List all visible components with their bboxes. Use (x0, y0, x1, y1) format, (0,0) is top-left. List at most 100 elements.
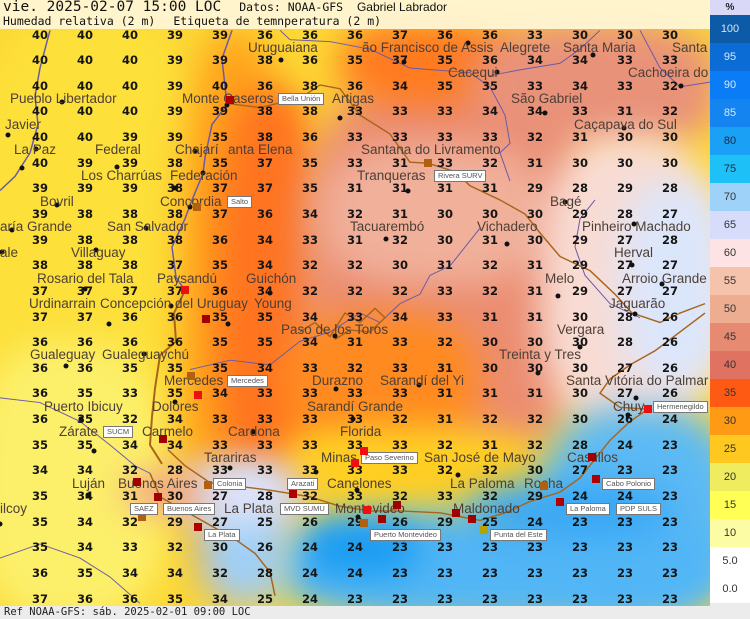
variable-label: Humedad relativa (2 m) (3, 14, 156, 28)
legend-swatch: 60 (710, 239, 750, 267)
temperature-label: 39 (76, 181, 94, 196)
temperature-label: 23 (481, 540, 499, 555)
temperature-label: 32 (436, 437, 454, 452)
station-marker-icon[interactable] (363, 506, 371, 515)
city-dot (143, 225, 149, 231)
temperature-label: 35 (211, 258, 229, 273)
station-marker-icon[interactable] (540, 481, 548, 490)
temperature-label: 38 (76, 258, 94, 273)
temperature-label: 40 (76, 27, 94, 42)
station-marker-icon[interactable] (468, 514, 476, 523)
station-marker-icon[interactable] (351, 458, 359, 467)
station-marker-icon[interactable] (133, 477, 141, 486)
temperature-label: 35 (256, 335, 274, 350)
temperature-label: 23 (436, 591, 454, 606)
temperature-label: 24 (526, 514, 544, 529)
labels-description: Etiqueta de temnperatura (2 m) (173, 14, 382, 28)
station-marker-icon[interactable] (480, 525, 488, 534)
temperature-label: 39 (166, 104, 184, 119)
station-marker-icon[interactable] (187, 372, 195, 381)
temperature-label: 23 (571, 591, 589, 606)
temperature-label: 33 (391, 360, 409, 375)
temperature-label: 29 (166, 514, 184, 529)
temperature-label: 35 (121, 360, 139, 375)
city-label: ilcoy (0, 501, 28, 517)
temperature-label: 24 (346, 540, 364, 555)
temperature-label: 23 (571, 540, 589, 555)
city-label: Santa Maria (563, 39, 636, 55)
station-marker-icon[interactable] (378, 514, 386, 523)
temperature-label: 29 (436, 514, 454, 529)
station-marker-icon[interactable] (592, 474, 600, 483)
temperature-label: 26 (616, 412, 634, 427)
temperature-label: 38 (121, 206, 139, 221)
station-marker-icon[interactable] (194, 391, 202, 400)
temperature-label: 30 (616, 27, 634, 42)
city-label: Buenos Aires (118, 475, 198, 491)
jaguarao-river (574, 199, 641, 319)
temperature-label: 33 (391, 130, 409, 145)
city-label: Santa Vitória do Palmar (566, 373, 709, 389)
brazil-river-2 (489, 30, 601, 76)
station-marker-icon[interactable] (154, 492, 162, 501)
temperature-label: 23 (436, 565, 454, 580)
temperature-label: 32 (481, 463, 499, 478)
temperature-label: 32 (391, 283, 409, 298)
temperature-label: 39 (166, 53, 184, 68)
station-label: Mercedes (227, 375, 268, 388)
station-label: Arazati (287, 477, 319, 490)
temperature-label: 32 (481, 155, 499, 170)
station-marker-icon[interactable] (202, 314, 210, 323)
station-marker-icon[interactable] (424, 159, 432, 168)
station-marker-icon[interactable] (226, 96, 234, 105)
station-marker-icon[interactable] (644, 405, 652, 414)
temperature-label: 33 (526, 78, 544, 93)
station-marker-icon[interactable] (289, 490, 297, 498)
temperature-label: 33 (301, 232, 319, 247)
temperature-label: 33 (256, 386, 274, 401)
city-dot (354, 487, 360, 493)
temperature-label: 26 (661, 309, 679, 324)
temperature-label: 40 (121, 78, 139, 93)
station-marker-icon[interactable] (181, 286, 189, 295)
station-marker-icon[interactable] (360, 446, 368, 455)
temperature-label: 33 (391, 386, 409, 401)
station-marker-icon[interactable] (138, 512, 146, 521)
station-marker-icon[interactable] (588, 453, 596, 462)
station-marker-icon[interactable] (393, 501, 401, 510)
station-marker-icon[interactable] (193, 203, 201, 212)
temperature-label: 31 (571, 130, 589, 145)
temperature-label: 40 (31, 53, 49, 68)
temperature-label: 33 (616, 53, 634, 68)
city-dot (535, 370, 541, 376)
temperature-label: 35 (301, 181, 319, 196)
temperature-label: 30 (166, 488, 184, 503)
temperature-label: 37 (121, 283, 139, 298)
city-label: Zárate (59, 424, 99, 440)
station-marker-icon[interactable] (556, 498, 564, 507)
temperature-label: 23 (481, 565, 499, 580)
temperature-label: 37 (211, 181, 229, 196)
temperature-label: 28 (571, 437, 589, 452)
temperature-label: 25 (256, 591, 274, 606)
temperature-label: 23 (436, 540, 454, 555)
station-marker-icon[interactable] (194, 522, 202, 531)
temperature-label: 30 (481, 360, 499, 375)
temperature-label: 30 (526, 360, 544, 375)
temperature-label: 35 (211, 130, 229, 145)
station-marker-icon[interactable] (204, 480, 212, 489)
temperature-label: 32 (301, 283, 319, 298)
city-label: Mercedes (164, 373, 224, 389)
temperature-label: 32 (391, 412, 409, 427)
city-dot (85, 492, 91, 498)
station-marker-icon[interactable] (159, 435, 167, 444)
city-dot (9, 227, 15, 233)
temperature-label: 31 (481, 309, 499, 324)
temperature-label: 32 (346, 258, 364, 273)
temperature-label: 34 (526, 104, 544, 119)
legend-swatch: 20 (710, 463, 750, 491)
city-dot (333, 386, 339, 392)
station-marker-icon[interactable] (360, 519, 368, 528)
legend-swatch: 40 (710, 351, 750, 379)
station-marker-icon[interactable] (452, 508, 460, 517)
